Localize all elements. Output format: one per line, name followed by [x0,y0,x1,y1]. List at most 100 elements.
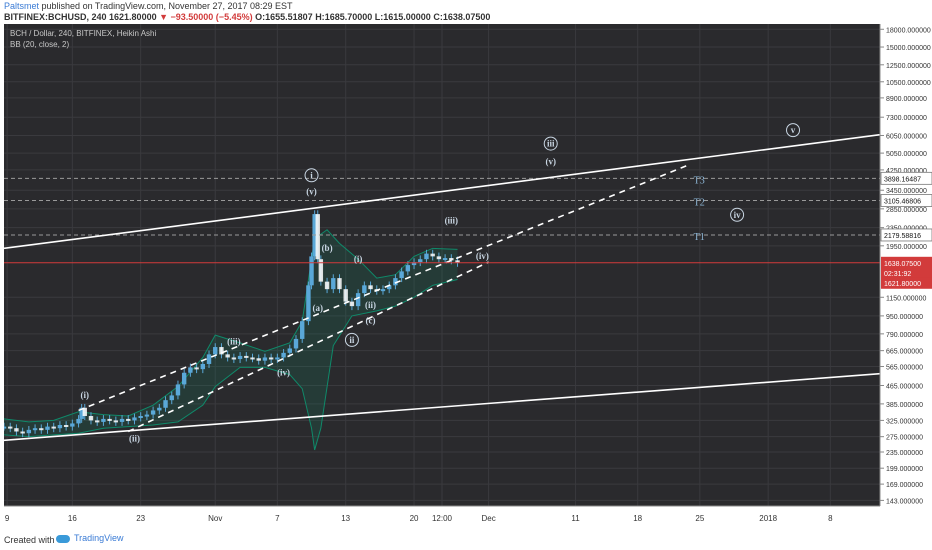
wave-label: (c) [366,315,376,325]
price-candle [101,418,106,422]
price-candle [442,258,448,261]
y-tick-label: 169.000000 [886,482,923,489]
close-value: 1638.07500 [442,12,491,22]
target-level-name: T3 [694,175,705,186]
wave-label: iv [734,210,742,220]
price-candle [150,410,156,415]
price-candle [281,352,286,358]
wave-label-circle [344,332,359,347]
price-candle [20,431,25,434]
close-label: C: [433,12,443,22]
close-price-tag [881,277,932,289]
chart-background [4,24,932,530]
tradingview-brand[interactable]: TradingView [56,533,124,543]
y-tick-label: 2850.000000 [886,207,927,214]
price-candle [237,355,243,360]
price-candle [411,262,417,266]
created-with-text: Created with [4,535,55,545]
target-level-price: 2179.58816 [884,233,921,240]
open-label: O: [255,12,266,22]
current-price-countdown: 02:31:92 [884,271,911,278]
time-axis-panel[interactable] [4,506,932,530]
wave-label: iii [547,139,555,149]
price-candle [39,428,44,431]
x-tick-label: 9 [5,514,10,523]
price-candle [213,347,218,355]
price-candle [380,289,386,292]
username-link[interactable]: Paltsmet [4,1,40,11]
price-candle [57,425,63,429]
bollinger-band-fill [4,229,458,450]
price-candle [324,281,330,290]
x-tick-label: Nov [208,514,222,523]
price-candle [315,214,320,260]
price-candle [45,426,50,430]
target-level-tag [880,171,932,185]
close-price-value: 1621.80000 [884,281,921,288]
target-level-tag [880,194,932,207]
price-candle [8,426,13,429]
x-tick-label: 18 [633,514,642,523]
price-candle [113,420,119,423]
price-candle [76,418,81,424]
target-level-name: T2 [694,197,705,208]
high-label: H: [315,12,325,22]
target-level-name: T1 [694,232,705,243]
price-candle [293,338,299,349]
price-candle [169,395,174,401]
price-candle [318,259,324,282]
target-level-price: 3105.46806 [884,198,921,205]
price-candle [219,347,224,355]
price-candle [250,357,255,360]
price-candle [430,253,435,257]
publish-header: Paltsmet published on TradingView.com, N… [0,0,932,24]
price-candle [300,321,305,339]
price-candle [138,416,143,419]
price-candle [4,426,7,429]
wave-label: (v) [545,156,556,166]
y-tick-label: 4250.000000 [886,168,927,175]
y-tick-label: 665.000000 [886,349,923,356]
wave-label: (iv) [277,368,290,378]
wave-label: (i) [354,254,363,264]
y-tick-label: 385.000000 [886,402,923,409]
price-candle [268,357,274,360]
y-tick-label: 6050.000000 [886,134,927,141]
x-tick-label: 8 [828,514,833,523]
symbol-line: BITFINEX:BCHUSD, 240 1621.80000 ▼ −93.50… [4,12,490,22]
x-tick-label: 16 [68,514,77,523]
price-candle [126,418,131,421]
price-candle [362,285,367,294]
price-candle [331,278,336,290]
price-candle [262,357,268,361]
grid [4,24,880,506]
price-candle [231,357,237,360]
target-level-tag [880,228,932,242]
trendline-wave_lower [127,261,489,433]
price-candle [157,407,162,411]
x-tick-label: Dec [481,514,495,523]
price-candle [94,420,100,423]
last-price: 1621.80000 [109,12,157,22]
price-candle [424,253,429,260]
y-tick-label: 565.000000 [886,365,923,372]
price-candle [349,301,355,307]
price-candle [436,256,442,260]
wave-label: (iii) [227,336,241,346]
price-candle [188,367,193,373]
y-tick-label: 325.000000 [886,418,923,425]
x-tick-label: 13 [341,514,350,523]
wave-label: (iv) [476,251,489,261]
price-candle [355,293,361,307]
price-candle [32,428,38,431]
trendline-lower_channel [4,372,881,442]
bollinger-lower-line [4,279,458,451]
price-candle [14,428,19,432]
wave-label-circle [543,136,558,151]
wave-label-circle [786,123,801,138]
price-candle [343,289,348,302]
y-tick-label: 7300.000000 [886,115,927,122]
publish-info: Paltsmet published on TradingView.com, N… [4,1,293,11]
price-chart[interactable]: T3 T2 T1 (i) (ii) (iii) (iv) (v) i (a) (b) (c) ii (i)… [4,24,932,530]
y-tick-label: 143.000000 [886,498,923,505]
